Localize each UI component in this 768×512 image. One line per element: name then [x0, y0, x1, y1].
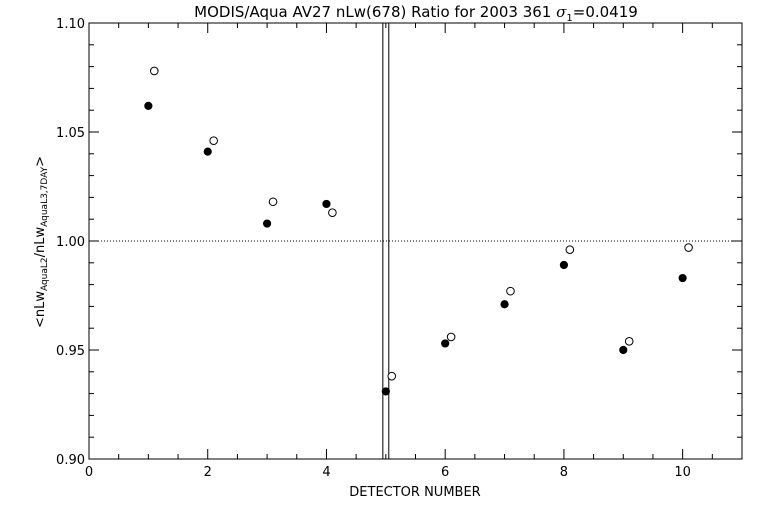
y-tick-label: 1.10 [56, 17, 85, 32]
y-label-part-1: <nLw [33, 291, 48, 328]
open-point-9 [624, 336, 634, 346]
filled-point-1 [144, 101, 153, 110]
chart-title-sigma-sub: 1 [566, 13, 572, 24]
open-point-2 [209, 136, 218, 146]
chart-title-value: =0.0419 [573, 3, 638, 21]
filled-point-6 [441, 339, 450, 348]
x-axis-label: DETECTOR NUMBER [349, 485, 480, 500]
y-tick-label: 1.00 [56, 235, 85, 250]
y-axis-label: <nLwAquaL2/nLwAquaL3,7DAY> [33, 156, 50, 328]
filled-point-3 [262, 219, 272, 228]
filled-point-4 [322, 199, 331, 209]
y-label-part-2: /nLw [33, 226, 48, 257]
open-point-10 [684, 243, 693, 252]
x-tick-label: 0 [85, 465, 93, 480]
filled-point-7 [500, 300, 509, 309]
filled-point-2 [203, 147, 212, 156]
open-point-1 [150, 66, 159, 76]
chart-title-sigma: σ [556, 3, 567, 21]
y-label-sub-1: AquaL2 [40, 257, 50, 291]
open-point-8 [565, 245, 575, 255]
open-point-6 [446, 332, 456, 342]
plot-area: 0 2 4 6 8 10 0.90 0.95 1.00 1.05 1.10 [56, 17, 743, 480]
y-tick-label: 0.90 [56, 453, 85, 468]
x-tick-label: 4 [322, 465, 330, 480]
filled-point-9 [619, 345, 628, 355]
open-point-3 [268, 197, 278, 207]
x-tick-label: 10 [674, 465, 691, 480]
open-point-7 [506, 286, 515, 296]
x-tick-label: 8 [560, 465, 568, 480]
filled-point-8 [559, 260, 569, 270]
y-tick-label: 1.05 [56, 126, 85, 141]
filled-point-5 [381, 387, 390, 396]
y-label-sub-2: AquaL3,7DAY [40, 166, 50, 226]
open-point-5 [387, 371, 397, 381]
x-tick-label: 2 [204, 465, 212, 480]
open-point-4 [328, 208, 337, 217]
y-tick-label: 0.95 [56, 344, 85, 359]
y-label-part-3: > [33, 156, 48, 167]
chart-title: MODIS/Aqua AV27 nLw(678) Ratio for 2003 … [194, 3, 638, 24]
x-tick-label: 6 [441, 465, 449, 480]
chart-title-main: MODIS/Aqua AV27 nLw(678) Ratio for 2003 … [194, 3, 556, 21]
filled-point-10 [678, 273, 687, 283]
